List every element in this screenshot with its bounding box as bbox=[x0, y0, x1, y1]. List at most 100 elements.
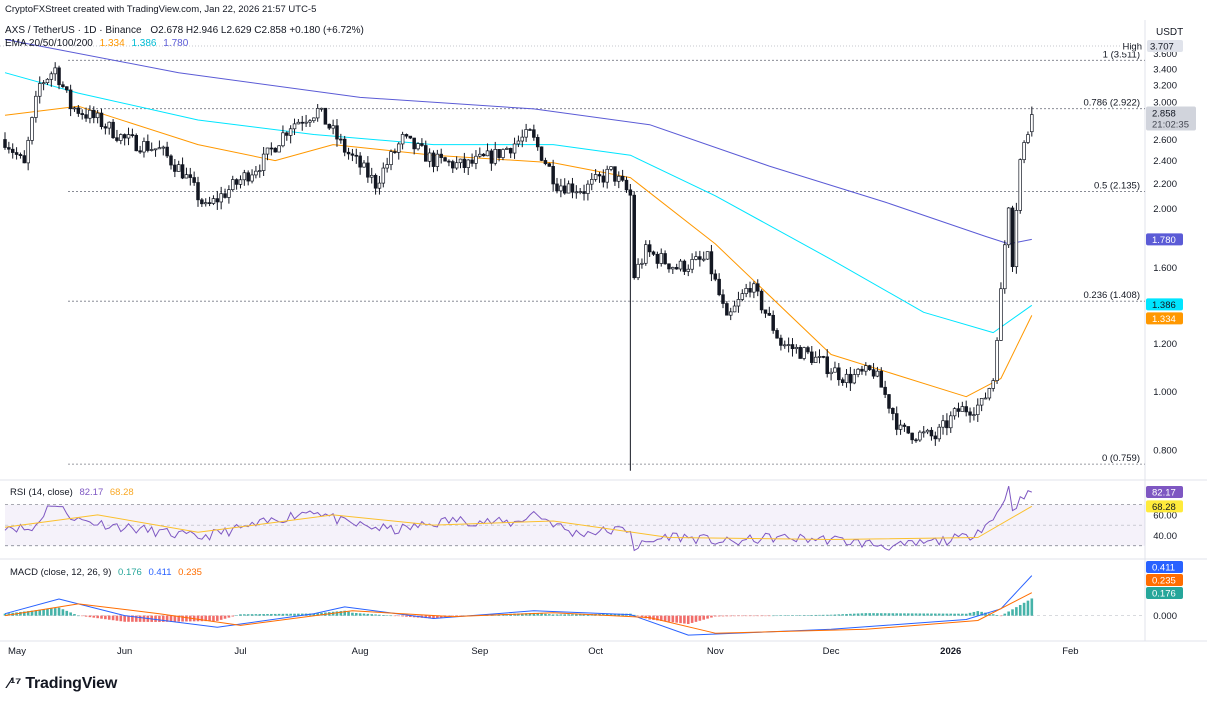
candle-body bbox=[130, 134, 135, 136]
candle-body bbox=[875, 370, 880, 377]
macd-histogram-bar bbox=[289, 613, 292, 616]
macd-histogram-bar bbox=[964, 613, 968, 616]
macd-histogram-bar bbox=[768, 615, 771, 617]
candle-body bbox=[308, 120, 312, 123]
candle-body bbox=[493, 149, 497, 164]
macd-legend[interactable]: MACD (close, 12, 26, 9) 0.176 0.411 0.23… bbox=[10, 567, 202, 578]
macd-value-badge-text: 0.411 bbox=[1152, 563, 1175, 574]
candle-body bbox=[867, 365, 872, 370]
candle-body bbox=[454, 162, 459, 169]
macd-histogram-bar bbox=[204, 615, 208, 622]
candle-body bbox=[169, 155, 173, 166]
macd-histogram-bar bbox=[895, 613, 899, 616]
time-axis-label: 2026 bbox=[940, 646, 961, 657]
candle-body bbox=[49, 73, 54, 80]
tv-logo-icon: ⁄¹⁷ bbox=[8, 675, 22, 692]
candle-body bbox=[806, 347, 810, 353]
price-tick-label: 2.000 bbox=[1153, 204, 1177, 215]
rsi-tick-label: 60.00 bbox=[1153, 510, 1177, 521]
candle-body bbox=[385, 164, 389, 169]
macd-line bbox=[4, 575, 1033, 636]
macd-histogram-bar bbox=[92, 615, 96, 618]
macd-histogram-bar bbox=[617, 613, 621, 616]
candle-body bbox=[485, 150, 490, 157]
macd-histogram-bar bbox=[158, 615, 161, 622]
macd-histogram-bar bbox=[764, 615, 767, 617]
candle-body bbox=[705, 251, 710, 260]
candle-body bbox=[960, 406, 965, 412]
candle-body bbox=[80, 113, 84, 116]
candle-body bbox=[810, 351, 814, 363]
macd-line-value: 0.411 bbox=[148, 567, 172, 578]
macd-histogram-bar bbox=[84, 615, 88, 617]
macd-histogram-bar bbox=[868, 613, 871, 616]
time-axis-label: Aug bbox=[352, 646, 369, 657]
ema-legend[interactable]: EMA 20/50/100/200 1.334 1.386 1.780 bbox=[5, 38, 188, 49]
candle-body bbox=[624, 179, 629, 191]
candle-body bbox=[335, 125, 339, 140]
time-axis-label: Sep bbox=[471, 646, 488, 657]
macd-histogram-bar bbox=[277, 613, 281, 616]
rsi-line bbox=[4, 485, 1032, 552]
macd-histogram-bar bbox=[343, 610, 346, 616]
macd-histogram-bar bbox=[320, 612, 323, 616]
candle-body bbox=[451, 161, 455, 169]
candle-body bbox=[821, 356, 826, 358]
macd-histogram-bar bbox=[273, 613, 277, 616]
macd-histogram-bar bbox=[161, 615, 165, 622]
candle-body bbox=[609, 166, 613, 170]
candle-body bbox=[478, 153, 482, 157]
macd-histogram-bar bbox=[567, 614, 570, 616]
candle-body bbox=[142, 141, 146, 153]
candle-body bbox=[470, 159, 474, 164]
candle-body bbox=[856, 368, 860, 375]
candle-body bbox=[667, 263, 671, 270]
macd-histogram-bar bbox=[559, 614, 563, 616]
candle-body bbox=[157, 147, 162, 150]
candle-body bbox=[354, 154, 359, 157]
macd-histogram-bar bbox=[671, 615, 675, 623]
candle-body bbox=[829, 371, 833, 375]
candle-body bbox=[1006, 207, 1011, 246]
candle-body bbox=[389, 151, 393, 166]
macd-histogram-bar bbox=[34, 610, 38, 616]
candle-body bbox=[921, 431, 926, 434]
macd-histogram-bar bbox=[968, 612, 972, 616]
macd-histogram-bar bbox=[1018, 604, 1022, 616]
candle-body bbox=[7, 147, 11, 150]
candle-body bbox=[508, 148, 513, 154]
macd-histogram-bar bbox=[636, 615, 640, 617]
macd-histogram-bar bbox=[806, 615, 810, 616]
ema-price-badge-value: 1.334 bbox=[1152, 314, 1176, 325]
tradingview-logo[interactable]: ⁄¹⁷ TradingView bbox=[8, 675, 117, 693]
created-by-text: CryptoFXStreet created with TradingView.… bbox=[5, 4, 317, 15]
macd-histogram-bar bbox=[814, 614, 817, 616]
macd-histogram-bar bbox=[1007, 611, 1010, 616]
macd-histogram-bar bbox=[258, 614, 262, 616]
macd-histogram-bar bbox=[810, 615, 814, 616]
candle-body bbox=[941, 420, 945, 428]
macd-histogram-bar bbox=[640, 615, 644, 618]
ema-label: EMA 20/50/100/200 bbox=[5, 38, 93, 49]
macd-histogram-bar bbox=[208, 615, 211, 622]
currency-label[interactable]: USDT bbox=[1156, 27, 1184, 38]
candle-body bbox=[574, 191, 579, 194]
rsi-value: 82.17 bbox=[79, 487, 104, 498]
macd-histogram-bar bbox=[690, 615, 694, 623]
macd-histogram-bar bbox=[802, 615, 806, 616]
macd-histogram-bar bbox=[436, 615, 439, 619]
candle-body bbox=[898, 424, 903, 430]
candle-body bbox=[783, 344, 787, 347]
macd-histogram-bar bbox=[42, 609, 45, 616]
candle-body bbox=[852, 374, 856, 384]
macd-histogram-bar bbox=[783, 615, 787, 616]
symbol-title[interactable]: AXS / TetherUS · 1D · Binance bbox=[5, 25, 142, 36]
rsi-legend[interactable]: RSI (14, close) 82.17 68.28 bbox=[10, 487, 134, 498]
macd-histogram-bar bbox=[385, 615, 389, 616]
price-tick-label: 3.600 bbox=[1153, 49, 1177, 60]
candle-body bbox=[223, 193, 227, 198]
candle-body bbox=[173, 164, 177, 172]
macd-histogram-bar bbox=[524, 613, 528, 616]
candle-body bbox=[694, 256, 698, 260]
macd-histogram-bar bbox=[26, 611, 30, 616]
